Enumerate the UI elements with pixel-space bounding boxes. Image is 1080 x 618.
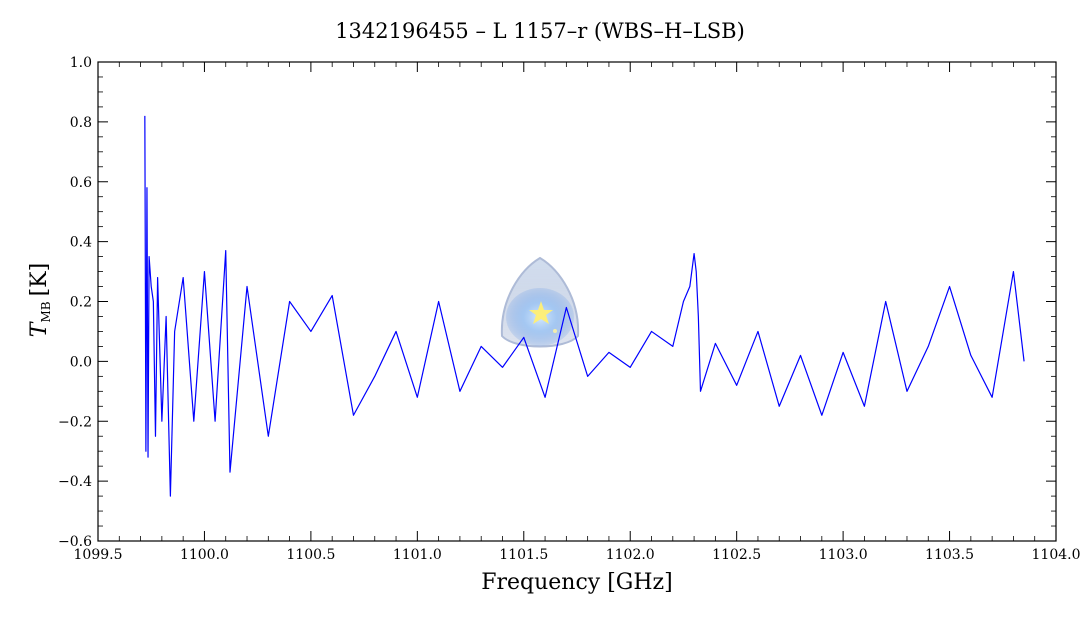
y-tick-label: 0.8 [70,115,92,131]
plot-frame [97,61,1057,542]
plot-area [144,115,1025,497]
y-tick-label: −0.4 [58,474,92,490]
y-axis-label-symbol: T [27,320,52,337]
x-tick-label: 1102.5 [712,547,761,563]
y-axis-label: TMB [K] [27,263,53,337]
y-tick-label: −0.2 [58,414,92,430]
y-tick-label: 0.6 [70,175,92,191]
x-tick-label: 1101.0 [393,547,442,563]
x-tick-label: 1103.5 [925,547,974,563]
y-axis-tick-labels: −0.6 −0.4 −0.2 0.0 0.2 0.4 0.6 0.8 1.0 [58,55,92,550]
x-axis-ticks [97,62,1057,541]
y-tick-label: 0.0 [70,354,92,370]
x-tick-label: 1103.0 [819,547,868,563]
x-tick-label: 1104.0 [1032,547,1080,563]
chart-title: 1342196455 – L 1157–r (WBS–H–LSB) [335,19,745,43]
x-axis-label: Frequency [GHz] [481,570,673,595]
y-axis-label-unit: [K] [27,263,52,297]
y-tick-label: 0.2 [70,295,92,311]
x-tick-label: 1100.5 [286,547,335,563]
x-tick-label: 1100.0 [180,547,229,563]
y-axis-ticks [98,61,1056,542]
svg-text:TMB[K]: TMB [K] [27,263,53,337]
herschel-logo-icon [500,256,580,348]
y-axis-label-subscript: MB [39,301,53,322]
x-axis-tick-labels: 1099.5 1100.0 1100.5 1101.0 1101.5 1102.0 1102… [74,547,1080,563]
y-tick-label: 1.0 [70,55,92,71]
x-tick-label: 1101.5 [499,547,548,563]
x-tick-label: 1099.5 [74,547,123,563]
spectrum-series-line [144,115,1025,497]
y-tick-label: 0.4 [70,235,92,251]
y-tick-label: −0.6 [58,534,92,550]
x-tick-label: 1102.0 [606,547,655,563]
